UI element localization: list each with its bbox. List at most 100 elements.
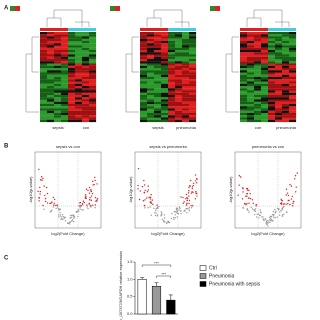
heatmap-cell (261, 34, 269, 37)
heatmap-cell (261, 115, 269, 118)
heatmap-cell (175, 45, 183, 48)
volcano-point (149, 206, 151, 208)
volcano-point (177, 212, 179, 215)
heatmap-cell (68, 65, 76, 69)
volcano-point (164, 221, 166, 223)
heatmap-cell (54, 81, 62, 84)
volcano-point (270, 215, 273, 218)
heatmap-cell (168, 104, 176, 107)
heatmap-cell (82, 90, 90, 93)
heatmap-cell (47, 45, 55, 48)
heatmap-cell (189, 77, 197, 80)
heatmap-cell (254, 106, 262, 109)
heatmap-cell (161, 52, 169, 55)
heatmap-cell (247, 108, 255, 111)
volcano-point (69, 214, 72, 217)
heatmap-cell (175, 113, 183, 116)
volcano-point (84, 194, 87, 196)
heatmap-cell (168, 52, 176, 55)
volcano-point (77, 210, 79, 213)
heatmap-cell (175, 65, 183, 69)
heatmap-cell (54, 38, 62, 42)
heatmap-cell (61, 115, 69, 118)
heatmap-cell (82, 83, 90, 87)
heatmap-cell (168, 63, 176, 66)
heatmap-cell (189, 97, 197, 100)
heatmap-cell (189, 70, 197, 73)
heatmap-cell (268, 77, 276, 80)
heatmap-cell (261, 101, 269, 105)
heatmap-cell (61, 92, 69, 96)
heatmap-cell (40, 86, 48, 89)
heatmap-cell (282, 41, 290, 44)
heatmap-cell (54, 72, 62, 75)
heatmap-cell (75, 65, 83, 69)
heatmap-cell (54, 79, 62, 82)
heatmap-cell (275, 95, 283, 98)
heatmap-cell (89, 63, 97, 66)
heatmap-cell (261, 36, 269, 39)
heatmap-cell (247, 52, 255, 55)
heatmap-cell (40, 41, 48, 44)
volcano-point (81, 209, 83, 211)
heatmap-cell (54, 108, 62, 111)
panel-label: A (4, 6, 9, 12)
heatmap-cell (68, 63, 76, 66)
heatmap-cell (147, 45, 155, 48)
heatmap-cell (261, 65, 269, 69)
heatmap-cell (54, 83, 62, 87)
volcano-point (292, 205, 294, 207)
volcano-point (248, 202, 250, 204)
heatmap-cell (75, 117, 83, 120)
heatmap-cell (289, 61, 297, 64)
heatmap-cell (154, 110, 162, 114)
heatmap-cell (89, 32, 97, 35)
heatmap-cell (240, 65, 248, 69)
heatmap-cell (282, 50, 290, 53)
heatmap-cell (61, 108, 69, 111)
heatmap-cell (161, 115, 169, 118)
heatmap-cell (261, 110, 269, 114)
volcano-point (195, 192, 197, 194)
heatmap-cell (189, 99, 197, 102)
volcano-point (59, 208, 62, 210)
heatmap-cell (254, 34, 262, 37)
volcano-point (274, 208, 276, 211)
heatmap-cell (82, 72, 90, 75)
heatmap-cell (140, 54, 148, 57)
heatmap-cell (240, 70, 248, 73)
heatmap-cell (40, 59, 48, 62)
heatmap-cell (168, 97, 176, 100)
volcano-point (91, 192, 94, 195)
heatmap-cell (161, 54, 169, 57)
volcano-point (194, 198, 197, 200)
heatmap-cell (154, 34, 162, 37)
volcano-point (62, 216, 65, 218)
heatmap-cell (240, 108, 248, 111)
heatmap-cell (247, 90, 255, 93)
heatmap-cell (75, 106, 83, 109)
heatmap-cell (40, 83, 48, 87)
heatmap-cell (68, 54, 76, 57)
volcano-point (63, 217, 65, 220)
heatmap-cell (261, 74, 269, 78)
heatmap-cell (247, 117, 255, 120)
volcano-point (160, 211, 162, 213)
volcano-point (255, 216, 258, 218)
volcano-point (289, 203, 291, 206)
volcano-point (185, 197, 187, 200)
heatmap-cell (40, 54, 48, 57)
volcano-point (150, 202, 153, 204)
y-axis-label: -log10(p-value) (28, 176, 33, 204)
heatmap-cell (182, 95, 190, 98)
heatmap-cell (68, 115, 76, 118)
heatmap-cell (61, 68, 69, 71)
volcano-point (188, 208, 190, 210)
volcano-point (180, 210, 182, 212)
volcano-point (137, 167, 140, 170)
heatmap-cell (89, 92, 97, 96)
heatmap-cell (289, 88, 297, 91)
volcano-point (286, 211, 288, 213)
heatmap-cell (289, 108, 297, 111)
heatmap-cell (89, 61, 97, 64)
